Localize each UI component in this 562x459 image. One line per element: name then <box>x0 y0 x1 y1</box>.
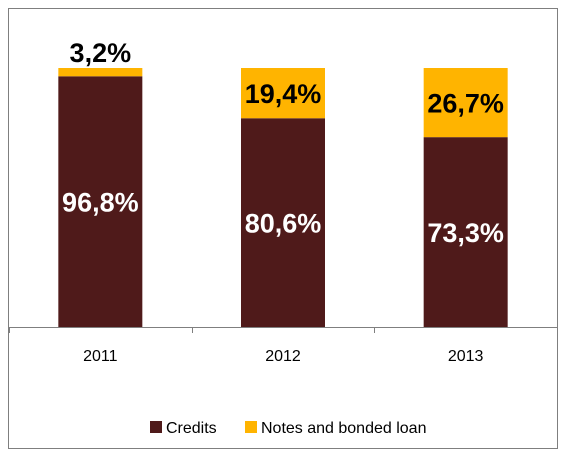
legend-label: Credits <box>166 420 217 437</box>
bars-layer <box>58 68 508 328</box>
legend-swatch <box>245 421 257 433</box>
x-tick-label: 2013 <box>448 348 484 365</box>
data-label: 73,3% <box>427 218 504 248</box>
legend-label: Notes and bonded loan <box>261 420 426 437</box>
x-tick-labels-layer: 2011 2012 2013 <box>83 348 483 365</box>
legend: Credits Notes and bonded loan <box>150 420 426 437</box>
legend-swatch <box>150 421 162 433</box>
data-label: 80,6% <box>245 209 322 239</box>
x-tick-label: 2012 <box>265 348 301 365</box>
x-tick-label: 2011 <box>83 348 118 365</box>
data-label: 3,2% <box>70 38 132 68</box>
bar-segment-notes-and-bonded-loan-2013 <box>423 68 508 138</box>
bar-segment-credits-2012 <box>241 118 325 327</box>
data-labels-layer: 96,8% 3,2% 80,6% 19,4% 73,3% 26,7% <box>62 38 504 248</box>
data-label: 19,4% <box>245 79 322 109</box>
axis-layer <box>9 327 558 333</box>
data-label: 96,8% <box>62 188 139 218</box>
data-label: 26,7% <box>427 89 504 119</box>
bar-segment-credits-2013 <box>423 137 508 327</box>
bar-segment-notes-and-bonded-loan-2012 <box>241 68 325 119</box>
bar-segment-notes-and-bonded-loan-2011 <box>58 68 143 77</box>
bar-segment-credits-2011 <box>58 76 143 328</box>
